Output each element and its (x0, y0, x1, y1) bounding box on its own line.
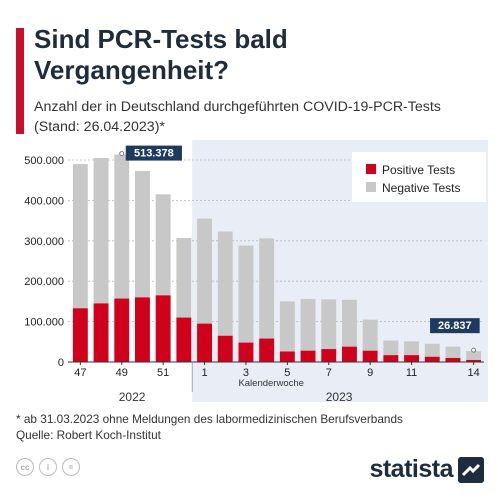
y-tick-label: 100.000 (24, 317, 64, 329)
chart-title: Sind PCR-Tests bald Vergangenheit? (34, 24, 288, 85)
bar-positive-51 (155, 295, 171, 362)
bar-negative-52 (176, 237, 192, 318)
legend-label-negative: Negative Tests (382, 181, 461, 195)
cc-icon: cc (16, 458, 34, 476)
x-axis-label: Kalenderwoche (238, 378, 304, 389)
bar-positive-13 (445, 357, 461, 362)
no-derivatives-icon: = (62, 458, 80, 476)
bar-positive-11 (404, 355, 420, 362)
bar-negative-5 (279, 301, 295, 352)
annotation-label: 26.837 (438, 320, 472, 332)
x-tick-label: 49 (116, 367, 128, 379)
bar-positive-52 (176, 317, 192, 362)
bar-negative-3 (238, 245, 254, 343)
x-tick-label: 11 (406, 367, 417, 379)
attribution-icon: i (39, 458, 57, 476)
title-accent-bar (16, 28, 24, 134)
bar-positive-48 (93, 303, 109, 362)
x-tick-label: 47 (74, 367, 86, 379)
bar-positive-14 (466, 359, 482, 362)
y-tick-label: 200.000 (24, 276, 64, 288)
x-tick-label: 51 (157, 367, 169, 379)
bar-positive-5 (279, 351, 295, 362)
y-tick-label: 300.000 (24, 236, 64, 248)
brand-name: statista (369, 455, 453, 483)
bar-positive-10 (383, 355, 399, 362)
bar-positive-7 (321, 349, 337, 362)
statista-mark-icon (458, 456, 484, 483)
y-tick-label: 500.000 (24, 155, 64, 167)
bar-negative-14 (466, 351, 482, 360)
bar-negative-51 (155, 194, 171, 296)
x-tick-label: 1 (201, 367, 207, 379)
annotation-label: 513.378 (134, 148, 174, 160)
bar-negative-8 (341, 299, 357, 347)
bar-positive-50 (134, 297, 150, 362)
footnote: * ab 31.03.2023 ohne Meldungen des labor… (16, 412, 403, 426)
annotation-marker (471, 347, 477, 353)
x-tick-label: 3 (243, 367, 249, 379)
legend-box (352, 152, 486, 202)
x-tick-label: 9 (367, 367, 373, 379)
bar-negative-2 (217, 231, 233, 336)
x-tick-label: 14 (468, 367, 480, 379)
chart-subtitle: Anzahl der in Deutschland durchgeführten… (34, 99, 441, 135)
bar-positive-8 (341, 346, 357, 362)
bar-positive-4 (259, 338, 275, 362)
bar-negative-13 (445, 346, 461, 358)
bar-positive-3 (238, 342, 254, 362)
bar-negative-9 (362, 319, 378, 351)
legend-swatch-negative (366, 182, 376, 192)
bar-negative-48 (93, 157, 109, 304)
brand-logo[interactable]: statista (369, 455, 484, 484)
bar-positive-6 (300, 350, 316, 362)
annotation-marker (119, 151, 125, 156)
bar-negative-47 (72, 164, 88, 309)
legend-swatch-positive (366, 164, 376, 174)
bar-negative-49 (114, 154, 130, 299)
legend-label-positive: Positive Tests (382, 163, 455, 177)
year-label-2022: 2022 (119, 390, 146, 402)
bar-positive-49 (114, 298, 130, 362)
annotation-box (430, 318, 480, 334)
bar-negative-10 (383, 340, 399, 356)
bar-negative-4 (259, 238, 275, 339)
bar-positive-47 (72, 308, 88, 362)
source-note: Quelle: Robert Koch-Institut (16, 428, 161, 442)
y-tick-label: 0 (58, 357, 64, 369)
annotation-box (125, 145, 182, 161)
bar-positive-12 (424, 356, 440, 362)
bar-negative-12 (424, 343, 440, 357)
year-label-2023: 2023 (326, 390, 353, 402)
bar-negative-1 (197, 218, 213, 324)
bar-negative-50 (134, 170, 150, 298)
bar-negative-6 (300, 298, 316, 351)
license-icons: cc i = (16, 458, 80, 476)
stacked-bar-chart: 0 100.000 200.000 300.000 400.000 500.000 47 49… (24, 140, 488, 402)
bar-negative-7 (321, 299, 337, 350)
x-tick-label: 7 (326, 367, 332, 379)
bar-positive-9 (362, 350, 378, 362)
x-tick-label: 5 (284, 367, 290, 379)
bar-negative-11 (404, 341, 420, 356)
bar-positive-1 (197, 323, 213, 362)
bar-positive-2 (217, 335, 233, 362)
y-tick-label: 400.000 (24, 195, 64, 207)
